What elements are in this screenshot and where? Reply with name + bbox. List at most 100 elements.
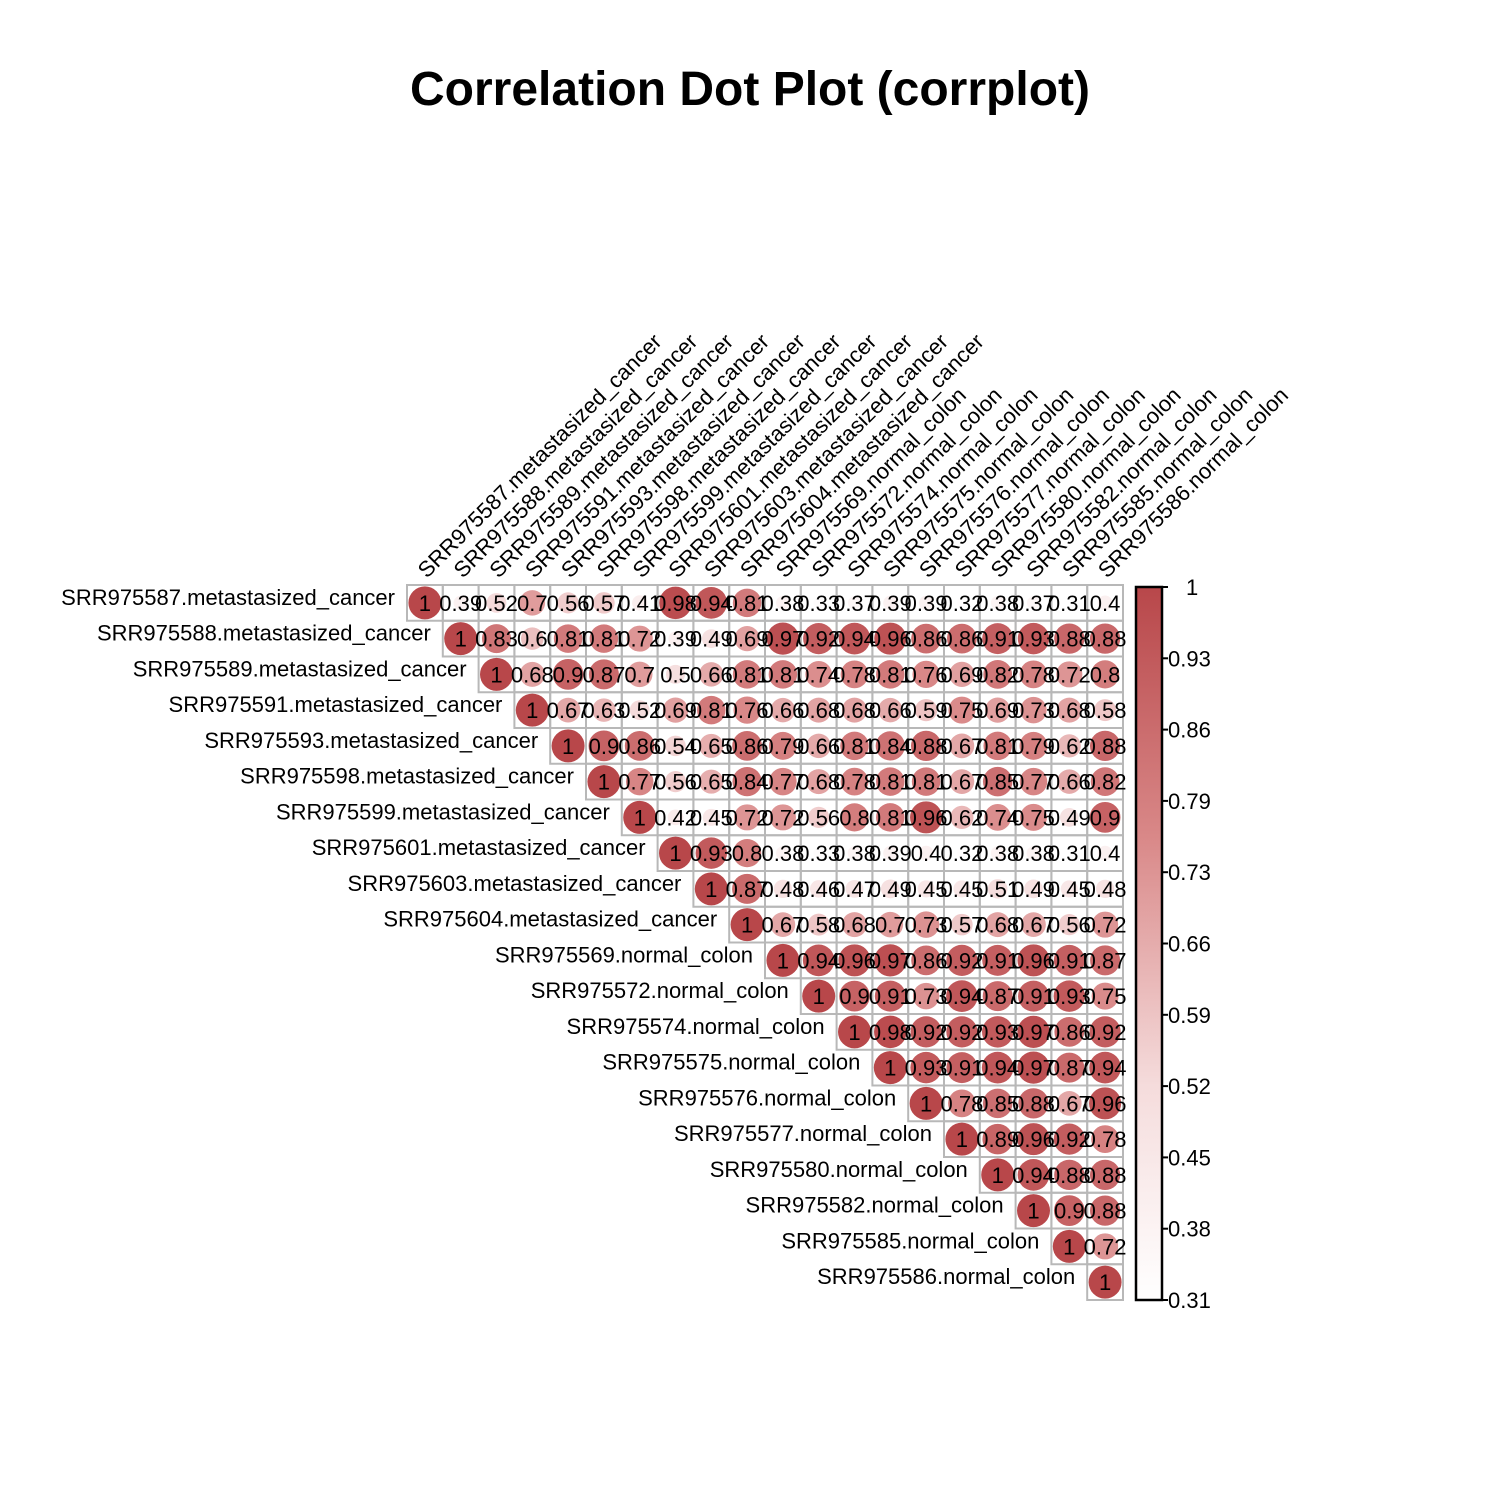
correlation-value: 0.81 xyxy=(690,698,733,723)
correlation-dot xyxy=(874,944,907,977)
correlation-value: 0.78 xyxy=(940,1091,983,1116)
correlation-dot xyxy=(806,769,832,795)
correlation-value: 0.81 xyxy=(869,805,912,830)
correlation-value: 0.68 xyxy=(833,913,876,938)
correlation-value: 1 xyxy=(956,1127,968,1152)
correlation-dot xyxy=(551,729,585,763)
correlation-value: 0.86 xyxy=(905,627,948,652)
correlation-dot xyxy=(802,979,836,1013)
correlation-dot xyxy=(588,730,620,762)
correlation-value: 0.39 xyxy=(869,591,912,616)
correlation-value: 0.85 xyxy=(976,770,1019,795)
correlation-value: 0.81 xyxy=(976,734,1019,759)
correlation-value: 0.84 xyxy=(869,734,912,759)
correlation-value: 0.82 xyxy=(1084,770,1127,795)
correlation-value: 0.78 xyxy=(1012,662,1055,687)
correlation-dot xyxy=(1021,912,1046,937)
correlation-dot xyxy=(874,1015,907,1049)
correlation-dot xyxy=(949,733,975,759)
correlation-dot xyxy=(1017,1015,1050,1049)
correlation-dot xyxy=(838,944,871,977)
correlation-value: 0.6 xyxy=(517,627,548,652)
colorbar-tick-label: 1 xyxy=(1186,575,1198,600)
correlation-dot xyxy=(1024,879,1043,899)
correlation-dot xyxy=(842,697,867,723)
correlation-dot xyxy=(1088,1265,1122,1299)
correlation-dot xyxy=(807,913,830,936)
correlation-value: 0.81 xyxy=(869,770,912,795)
correlation-value: 1 xyxy=(884,1056,896,1081)
correlation-dot xyxy=(982,1088,1013,1119)
correlation-value: 0.66 xyxy=(1048,770,1091,795)
correlation-value: 0.37 xyxy=(833,591,876,616)
correlation-value: 0.31 xyxy=(1048,841,1091,866)
correlation-value: 1 xyxy=(1027,1199,1039,1224)
correlation-dot xyxy=(880,879,900,899)
correlation-dot xyxy=(981,1016,1014,1048)
correlation-dot xyxy=(917,880,935,898)
correlation-dot xyxy=(588,659,619,690)
correlation-dot xyxy=(1089,1159,1121,1190)
correlation-value: 0.42 xyxy=(654,805,697,830)
correlation-value: 0.72 xyxy=(1084,1234,1127,1259)
correlation-value: 0.91 xyxy=(976,948,1019,973)
colorbar-tick-label: 0.31 xyxy=(1168,1288,1211,1313)
correlation-value: 0.72 xyxy=(1048,662,1091,687)
correlation-dot xyxy=(732,838,762,868)
correlation-dot xyxy=(776,596,790,610)
correlation-dot xyxy=(1064,848,1074,858)
correlation-value: 0.77 xyxy=(618,770,661,795)
correlation-value: 0.94 xyxy=(690,591,733,616)
correlation-dot xyxy=(732,873,763,904)
correlation-dot xyxy=(625,767,654,796)
correlation-value: 0.65 xyxy=(690,734,733,759)
correlation-value: 0.49 xyxy=(690,627,733,652)
correlation-dot xyxy=(874,622,907,655)
correlation-value: 0.65 xyxy=(690,770,733,795)
correlation-dot xyxy=(945,1122,979,1156)
correlation-value: 0.73 xyxy=(905,984,948,1009)
correlation-dot xyxy=(909,1086,943,1120)
correlation-dot xyxy=(838,1015,871,1049)
correlation-value: 0.8 xyxy=(839,805,870,830)
correlation-value: 0.52 xyxy=(475,591,518,616)
correlation-value: 0.45 xyxy=(905,877,948,902)
correlation-value: 0.87 xyxy=(1084,948,1127,973)
correlation-value: 0.5 xyxy=(660,662,691,687)
correlation-value: 0.88 xyxy=(1048,1163,1091,1188)
correlation-dot xyxy=(911,767,941,796)
correlation-dot xyxy=(732,766,762,797)
correlation-dot xyxy=(956,848,967,859)
correlation-dot xyxy=(809,880,828,898)
correlation-dot xyxy=(910,801,943,834)
correlation-dot xyxy=(592,698,616,722)
correlation-dot xyxy=(766,943,800,977)
correlation-value: 0.76 xyxy=(905,662,948,687)
row-label: SRR975575.normal_colon xyxy=(602,1050,860,1075)
correlation-value: 0.94 xyxy=(833,627,876,652)
correlation-dot xyxy=(877,911,904,938)
correlation-value: 0.91 xyxy=(976,627,1019,652)
correlation-dot xyxy=(839,980,870,1012)
correlation-dot xyxy=(659,836,692,870)
correlation-dot xyxy=(873,1051,907,1085)
row-label: SRR975585.normal_colon xyxy=(781,1228,1039,1253)
correlation-value: 0.89 xyxy=(976,1127,1019,1152)
correlation-value: 0.39 xyxy=(905,591,948,616)
correlation-dot xyxy=(770,697,796,723)
correlation-value: 0.4 xyxy=(1090,591,1121,616)
correlation-dot xyxy=(1054,1052,1085,1083)
colorbar-tick-label: 0.86 xyxy=(1168,718,1211,743)
correlation-dot xyxy=(1019,767,1048,796)
correlation-dot xyxy=(840,767,869,796)
correlation-value: 0.81 xyxy=(547,627,590,652)
correlation-dot xyxy=(838,622,871,655)
correlation-dot xyxy=(699,769,724,794)
correlation-dot xyxy=(1020,803,1047,831)
correlation-dot xyxy=(1097,595,1113,611)
correlation-dot xyxy=(519,590,546,616)
correlation-dot xyxy=(990,846,1005,860)
correlation-value: 0.4 xyxy=(911,841,942,866)
correlation-value: 0.86 xyxy=(618,734,661,759)
correlation-dot xyxy=(840,660,869,689)
